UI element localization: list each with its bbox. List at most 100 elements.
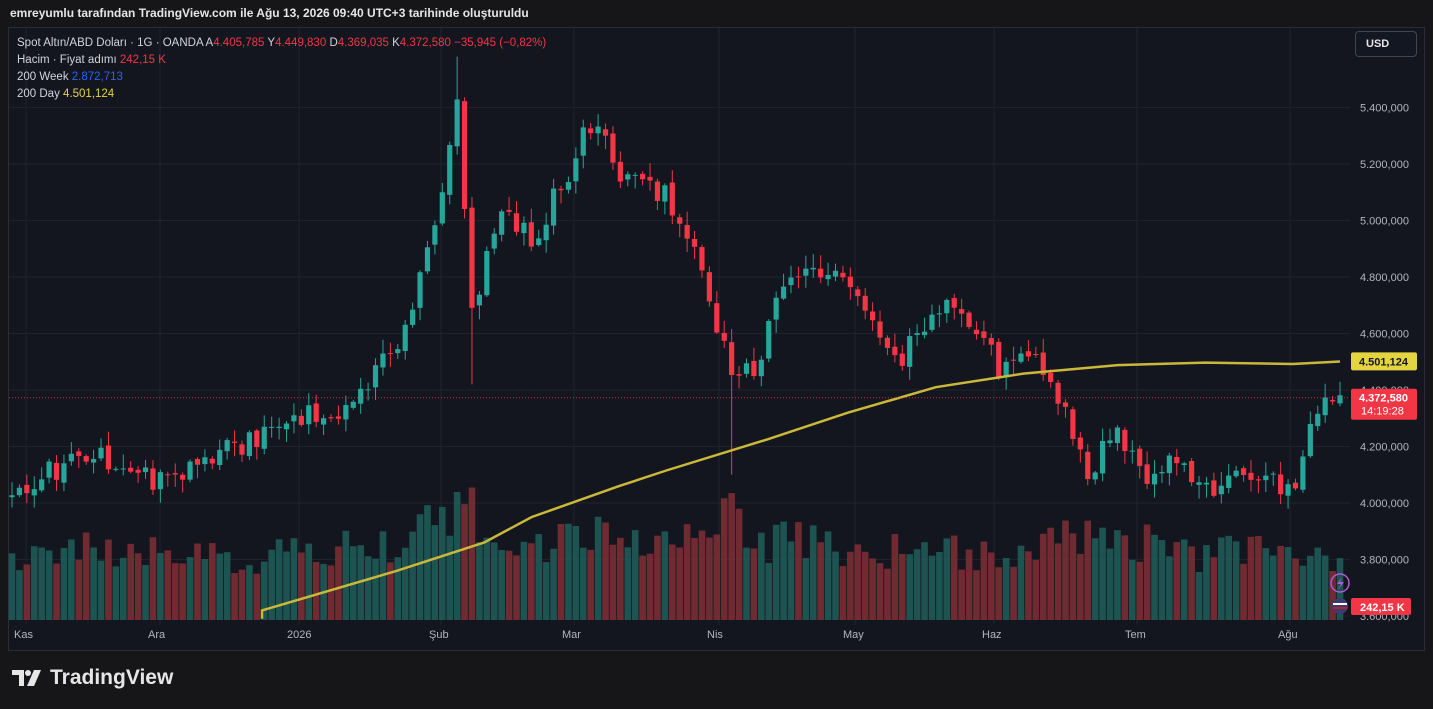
volume-bar: [587, 549, 594, 620]
volume-bar: [958, 569, 965, 620]
candle-body: [150, 468, 156, 490]
candle-body: [536, 238, 542, 246]
volume-bar: [409, 531, 416, 620]
volume-bar: [179, 563, 186, 620]
candle-body: [239, 444, 245, 455]
candle-body: [647, 176, 653, 181]
candle-body: [24, 484, 30, 494]
ma-day-label: 200 Day: [17, 88, 60, 100]
candle-body: [209, 458, 215, 464]
candle-body: [417, 272, 423, 308]
volume-bar: [809, 525, 817, 620]
candle-body: [1255, 479, 1261, 481]
volume-bar: [238, 569, 246, 620]
candle-body: [53, 462, 60, 480]
candle-body: [476, 294, 482, 306]
lightning-icon-bolt: [1337, 577, 1344, 590]
legend-ma-week-row[interactable]: 200 Week 2.872,713: [17, 69, 546, 86]
volume-bar: [520, 541, 528, 620]
volume-bar: [1232, 541, 1240, 620]
volume-bar: [884, 568, 891, 620]
volume-bar: [431, 525, 439, 620]
volume-bar: [298, 552, 305, 620]
volume-bar: [609, 544, 617, 620]
candle-body: [283, 423, 290, 430]
candle-body: [610, 133, 616, 163]
candle-body: [1248, 472, 1254, 480]
candle-body: [1315, 413, 1321, 427]
candle-body: [832, 270, 839, 277]
candle-body: [142, 467, 149, 473]
legend-volume-row[interactable]: Hacim · Fiyat adımı 242,15 K: [17, 52, 546, 69]
candle-body: [899, 353, 905, 366]
candle-body: [580, 127, 586, 156]
candle-body: [758, 359, 764, 377]
open-value: 4.405,785: [213, 37, 265, 49]
volume-bar: [646, 553, 654, 620]
volume-bar: [1077, 553, 1084, 620]
price-tick-label: 4.000,000: [1360, 498, 1409, 510]
close-value: 4.372,580: [399, 37, 451, 49]
volume-bar: [97, 560, 105, 620]
candle-body: [951, 298, 957, 308]
volume-bar: [1247, 536, 1255, 620]
time-tick-label: May: [843, 629, 864, 641]
symbol-name[interactable]: Spot Altın/ABD Doları · 1G · OANDA: [17, 37, 203, 49]
volume-bar: [654, 535, 661, 620]
candle-body: [914, 333, 920, 335]
price-tick-label: 4.200,000: [1360, 442, 1409, 454]
legend-ma-day-row[interactable]: 200 Day 4.501,124: [17, 86, 546, 103]
volume-bar: [1210, 557, 1218, 620]
open-label: A: [205, 37, 214, 49]
volume-tag-text: 242,15 K: [1360, 602, 1405, 614]
candle-body: [803, 268, 809, 276]
candle-body: [46, 461, 52, 478]
candle-body: [1322, 397, 1328, 416]
candle-body: [83, 456, 89, 462]
volume-bar: [936, 551, 943, 620]
candle-body: [335, 416, 342, 419]
volume-bar: [631, 530, 639, 620]
volume-bar: [824, 531, 832, 620]
time-tick-label: Kas: [14, 629, 33, 641]
currency-button[interactable]: USD: [1355, 31, 1417, 57]
volume-bar: [372, 558, 379, 620]
candle-body: [669, 182, 675, 216]
volume-bar: [928, 555, 936, 620]
candle-body: [1285, 484, 1291, 496]
volume-bar: [743, 547, 750, 620]
candle-body: [1048, 372, 1054, 382]
candle-body: [276, 426, 282, 428]
candle-body: [91, 459, 97, 463]
volume-bar: [8, 553, 16, 620]
candle-body: [1010, 359, 1017, 361]
legend-symbol-row: Spot Altın/ABD Doları · 1G · OANDA A4.40…: [17, 35, 546, 52]
candle-body: [751, 360, 757, 377]
candle-body: [847, 276, 853, 288]
candle-body: [892, 346, 898, 356]
volume-bar: [1225, 535, 1233, 620]
volume-bar: [780, 521, 787, 620]
candle-body: [921, 331, 928, 336]
candle-body: [840, 272, 846, 278]
candle-body: [224, 440, 230, 452]
candle-body: [350, 401, 356, 408]
candle-body: [1129, 450, 1135, 452]
lightning-icon: [1330, 573, 1350, 593]
candle-body: [261, 426, 267, 449]
candle-body: [157, 472, 163, 490]
candle-body: [662, 185, 668, 202]
candle-body: [1070, 409, 1076, 439]
volume-bar: [943, 538, 951, 620]
ma-week-value: 2.872,713: [71, 71, 123, 83]
candle-body: [165, 474, 171, 476]
candle-body: [1226, 475, 1232, 488]
volume-bar: [223, 552, 231, 620]
volume-bar: [728, 493, 735, 620]
volume-bar: [1255, 536, 1262, 620]
volume-bar: [639, 555, 646, 620]
candle-body: [1055, 382, 1061, 404]
candle-body: [454, 99, 460, 147]
volume-bar: [171, 563, 179, 620]
